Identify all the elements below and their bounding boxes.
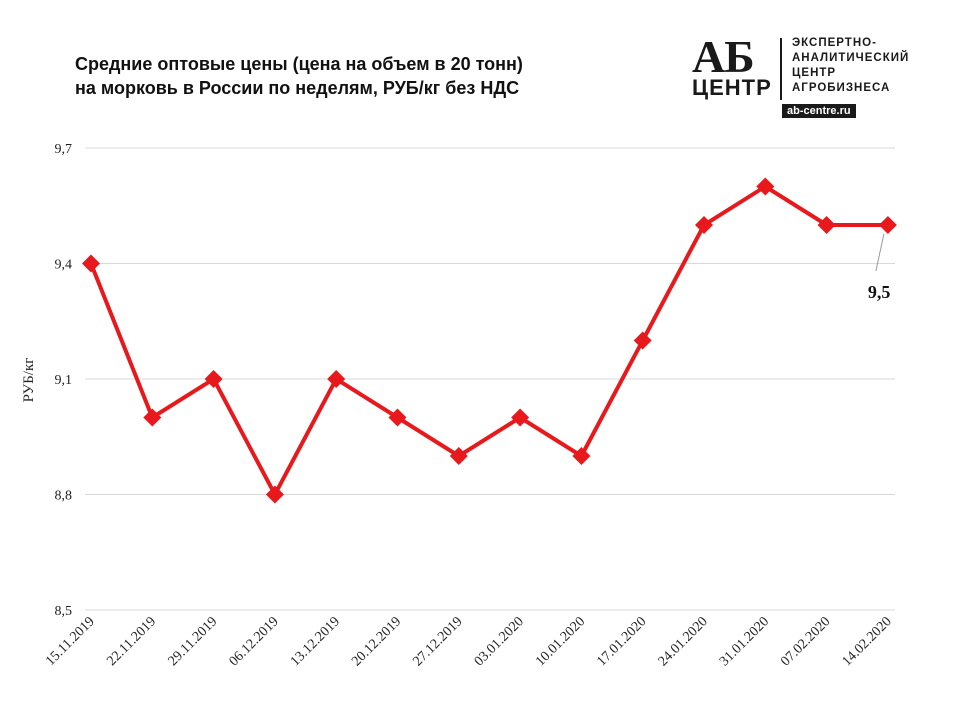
data-point bbox=[82, 254, 100, 273]
logo-org-name: ЭКСПЕРТНО- АНАЛИТИЧЕСКИЙ ЦЕНТР АГРОБИЗНЕ… bbox=[792, 36, 909, 96]
y-tick-label: 8,5 bbox=[55, 604, 73, 619]
y-tick-label: 9,7 bbox=[55, 142, 73, 157]
x-tick-label: 29.11.2019 bbox=[166, 614, 221, 669]
data-point bbox=[878, 216, 897, 234]
x-tick-label: 07.02.2020 bbox=[778, 614, 833, 669]
logo-centr-word: ЦЕНТР bbox=[692, 75, 772, 100]
chart-title-line-1: Средние оптовые цены (цена на объем в 20… bbox=[75, 54, 523, 74]
logo-ab-mark: АБ bbox=[692, 31, 755, 82]
data-point bbox=[327, 370, 346, 388]
x-tick-label: 06.12.2019 bbox=[227, 614, 282, 669]
x-tick-label: 24.01.2020 bbox=[656, 614, 711, 669]
x-tick-label: 10.01.2020 bbox=[533, 614, 588, 669]
x-tick-label: 22.11.2019 bbox=[104, 614, 159, 669]
data-point bbox=[143, 408, 162, 427]
data-point bbox=[572, 447, 591, 465]
chart-title-line-2: на морковь в России по неделям, РУБ/кг б… bbox=[75, 78, 520, 98]
chart-title: Средние оптовые цены (цена на объем в 20… bbox=[75, 52, 635, 100]
x-tick-label: 17.01.2020 bbox=[594, 614, 649, 669]
y-tick-label: 8,8 bbox=[55, 489, 73, 504]
data-point bbox=[388, 408, 407, 427]
series-line bbox=[89, 184, 888, 499]
data-point bbox=[633, 331, 652, 350]
data-point bbox=[449, 447, 468, 465]
logo-org-line-4: АГРОБИЗНЕСА bbox=[792, 82, 891, 94]
logo-org-line-3: ЦЕНТР bbox=[792, 67, 837, 79]
x-tick-label: 27.12.2019 bbox=[410, 614, 465, 669]
y-axis-label: РУБ/кг bbox=[21, 358, 37, 403]
logo-org-line-1: ЭКСПЕРТНО- bbox=[792, 37, 877, 49]
logo-org-line-2: АНАЛИТИЧЕСКИЙ bbox=[792, 52, 910, 64]
logo-url: ab-centre.ru bbox=[782, 104, 856, 118]
y-tick-label: 9,4 bbox=[55, 258, 73, 273]
y-tick-label: 9,1 bbox=[55, 373, 73, 388]
data-point bbox=[204, 370, 223, 388]
data-point bbox=[817, 216, 836, 234]
ab-centre-logo: АБ ЦЕНТР ЭКСПЕРТНО- АНАЛИТИЧЕСКИЙ ЦЕНТР … bbox=[688, 34, 936, 120]
x-tick-label: 14.02.2020 bbox=[840, 614, 895, 669]
data-point bbox=[265, 485, 284, 504]
x-tick-label: 20.12.2019 bbox=[349, 614, 404, 669]
x-tick-label: 15.11.2019 bbox=[43, 614, 98, 669]
data-point bbox=[511, 408, 530, 427]
data-label-leader bbox=[875, 233, 885, 272]
x-tick-label: 03.01.2020 bbox=[472, 614, 527, 669]
data-point bbox=[756, 177, 775, 196]
data-point bbox=[695, 216, 713, 234]
x-tick-label: 31.01.2020 bbox=[717, 614, 772, 669]
data-label: 9,5 bbox=[868, 282, 891, 302]
logo-separator bbox=[780, 38, 782, 100]
x-tick-label: 13.12.2019 bbox=[288, 614, 343, 669]
